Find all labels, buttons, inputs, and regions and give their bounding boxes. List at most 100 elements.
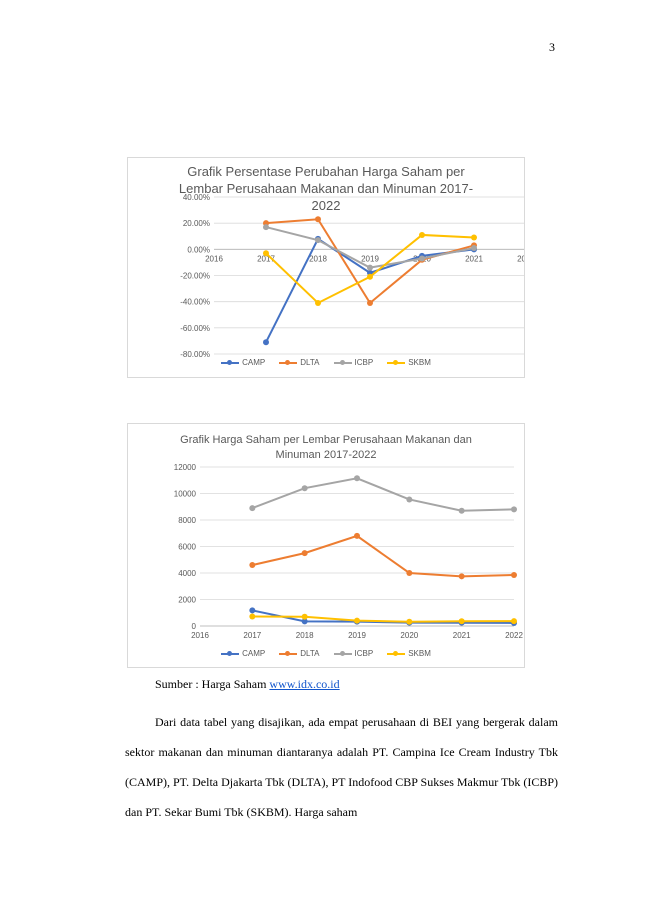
y-tick-label: 20.00% — [183, 219, 210, 228]
y-tick-label: 12000 — [174, 463, 197, 472]
legend-item: SKBM — [387, 358, 431, 367]
chart-title-line: 2022 — [311, 198, 341, 213]
x-tick-label: 2021 — [465, 254, 483, 263]
legend-label: DLTA — [300, 358, 320, 367]
legend-item: CAMP — [221, 649, 265, 658]
data-point-icbp — [471, 245, 477, 252]
data-point-icbp — [367, 264, 373, 271]
y-tick-label: 2000 — [178, 596, 196, 605]
data-point-dlta — [354, 532, 360, 539]
legend-item: ICBP — [333, 358, 373, 367]
y-tick-label: 4000 — [178, 569, 196, 578]
y-tick-label: 8000 — [178, 516, 196, 525]
data-point-dlta — [301, 550, 308, 557]
x-tick-label: 2017 — [243, 631, 261, 640]
data-point-skbm — [301, 613, 308, 620]
legend-swatch-dlta — [279, 650, 298, 656]
data-point-camp — [263, 339, 269, 346]
legend-swatch-camp — [221, 650, 240, 656]
x-tick-label: 2020 — [400, 631, 418, 640]
data-point-camp — [301, 618, 308, 625]
data-point-skbm — [511, 618, 517, 625]
data-point-icbp — [263, 224, 269, 231]
legend-swatch-skbm — [387, 650, 406, 656]
legend-item: DLTA — [279, 358, 320, 367]
chart-title-line: Minuman 2017-2022 — [275, 449, 377, 461]
x-tick-label: 2018 — [296, 631, 314, 640]
chart-title: Grafik Harga Saham per Lembar Perusahaan… — [128, 433, 524, 463]
y-tick-label: 6000 — [178, 543, 196, 552]
y-tick-label: 0.00% — [187, 245, 210, 254]
chart-percentage-change-plot: 40.00% 20.00% 0.00% -20.00% -40.00% -60.00% -8… — [180, 193, 524, 359]
legend-item: DLTA — [279, 649, 320, 658]
x-tick-label: 2019 — [361, 254, 379, 263]
chart-legend: CAMP DLTA ICBP SKBM — [128, 358, 524, 367]
chart-title-line: Grafik Harga Saham per Lembar Perusahaan… — [180, 434, 472, 446]
source-label: Sumber : Harga Saham — [155, 677, 270, 691]
chart-legend: CAMP DLTA ICBP SKBM — [128, 649, 524, 658]
legend-swatch-skbm — [387, 359, 406, 365]
chart-title-line: Lembar Perusahaan Makanan dan Minuman 20… — [178, 181, 474, 196]
legend-item: ICBP — [333, 649, 374, 658]
data-point-skbm — [406, 618, 413, 625]
source-note: Sumber : Harga Saham www.idx.co.id — [155, 677, 340, 692]
x-tick-label: 2022 — [505, 631, 523, 640]
legend-label: ICBP — [354, 649, 374, 658]
legend-label: CAMP — [242, 358, 266, 367]
series-line-skbm — [252, 615, 515, 623]
data-point-dlta — [406, 570, 413, 576]
legend-swatch-icbp — [333, 359, 352, 365]
data-point-dlta — [511, 571, 517, 578]
chart-title: Grafik Persentase Perubahan Harga Saham … — [128, 163, 524, 214]
data-point-skbm — [367, 273, 373, 280]
y-tick-label: -60.00% — [180, 324, 210, 333]
legend-swatch-dlta — [279, 359, 298, 365]
chart-title-line: Grafik Persentase Perubahan Harga Saham … — [187, 164, 465, 179]
legend-item: CAMP — [221, 358, 265, 367]
x-tick-label: 2018 — [309, 254, 327, 263]
data-point-icbp — [354, 475, 360, 482]
x-tick-label: 2016 — [191, 631, 209, 640]
chart-share-price: 12000 10000 8000 6000 4000 2000 0 2016 2017 2018 2… — [127, 423, 525, 668]
data-point-icbp — [511, 506, 517, 513]
legend-label: SKBM — [408, 649, 431, 658]
data-point-skbm — [354, 617, 360, 624]
y-tick-label: -40.00% — [180, 298, 210, 307]
y-tick-label: 40.00% — [183, 193, 210, 202]
page-number: 3 — [549, 40, 555, 54]
data-point-dlta — [367, 299, 373, 306]
y-tick-label: -80.00% — [180, 350, 210, 359]
data-point-icbp — [249, 505, 256, 512]
data-point-skbm — [458, 618, 465, 625]
data-point-icbp — [406, 496, 413, 503]
legend-label: CAMP — [242, 649, 266, 658]
series-line-camp — [252, 609, 515, 624]
data-point-dlta — [249, 562, 256, 569]
data-point-icbp — [315, 237, 321, 244]
data-point-icbp — [458, 507, 465, 514]
x-tick-label: 2019 — [348, 631, 366, 640]
body-paragraph: Dari data tabel yang disajikan, ada empa… — [125, 715, 558, 819]
data-point-icbp — [419, 255, 425, 262]
data-point-dlta — [458, 573, 465, 580]
x-tick-label: 2017 — [257, 254, 275, 263]
data-point-camp — [249, 607, 256, 614]
series-line-dlta — [252, 534, 515, 578]
source-link[interactable]: www.idx.co.id — [269, 677, 340, 691]
data-point-skbm — [249, 613, 256, 620]
y-tick-label: -20.00% — [180, 272, 210, 281]
chart-percentage-change: 40.00% 20.00% 0.00% -20.00% -40.00% -60.00% -8… — [127, 157, 525, 378]
data-point-skbm — [263, 250, 269, 257]
x-tick-label: 2016 — [205, 254, 223, 263]
data-point-dlta — [315, 216, 321, 223]
data-point-skbm — [419, 231, 425, 238]
y-tick-label: 10000 — [174, 490, 197, 499]
x-tick-label: 2021 — [453, 631, 471, 640]
legend-label: DLTA — [300, 649, 320, 658]
data-point-icbp — [301, 485, 308, 492]
legend-label: SKBM — [408, 358, 431, 367]
series-line-icbp — [251, 477, 515, 512]
data-point-skbm — [315, 299, 321, 306]
legend-swatch-icbp — [333, 650, 352, 656]
legend-swatch-camp — [221, 359, 240, 365]
